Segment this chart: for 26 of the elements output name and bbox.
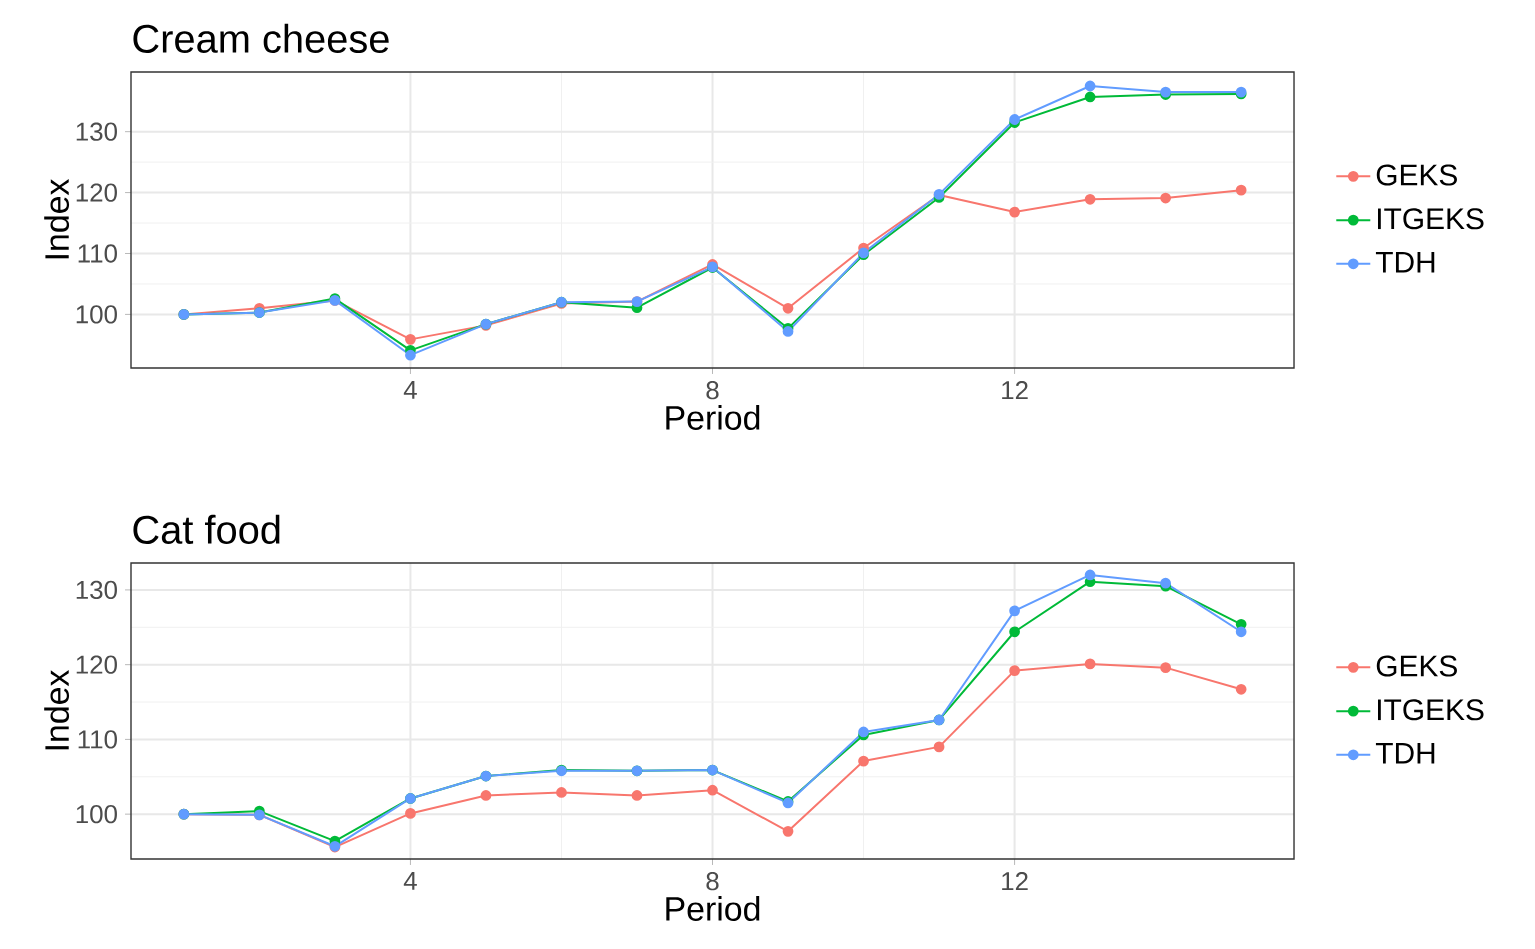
y-tick-label: 110 xyxy=(78,730,117,749)
x-axis-title: Period xyxy=(666,405,760,430)
x-tick-label: 8 xyxy=(706,381,719,400)
legend-label: TDH xyxy=(1375,743,1435,764)
x-axis-title: Period xyxy=(666,896,760,921)
x-tick-label: 12 xyxy=(1002,872,1028,891)
chart-title: Cream cheese xyxy=(133,23,389,53)
legend-label: ITGEKS xyxy=(1378,699,1484,721)
y-axis-title: Index xyxy=(44,178,70,259)
x-tick-label: 8 xyxy=(706,872,719,891)
x-tick-label: 4 xyxy=(403,872,417,890)
y-tick-label: 100 xyxy=(76,804,117,824)
legend-label: ITGEKS xyxy=(1378,208,1484,230)
chart-title: Cat food xyxy=(133,514,280,544)
y-tick-label: 110 xyxy=(78,244,117,263)
x-tick-label: 4 xyxy=(403,381,417,399)
y-tick-label: 100 xyxy=(76,305,117,324)
legend-label: GEKS xyxy=(1376,655,1457,677)
y-tick-label: 130 xyxy=(76,122,117,141)
legend-label: TDH xyxy=(1375,252,1435,273)
y-tick-label: 120 xyxy=(76,183,117,202)
y-tick-label: 130 xyxy=(76,580,117,600)
legend-label: GEKS xyxy=(1376,164,1457,186)
y-tick-label: 120 xyxy=(76,655,117,674)
y-axis-title: Index xyxy=(44,669,70,750)
x-tick-label: 12 xyxy=(1002,381,1028,400)
